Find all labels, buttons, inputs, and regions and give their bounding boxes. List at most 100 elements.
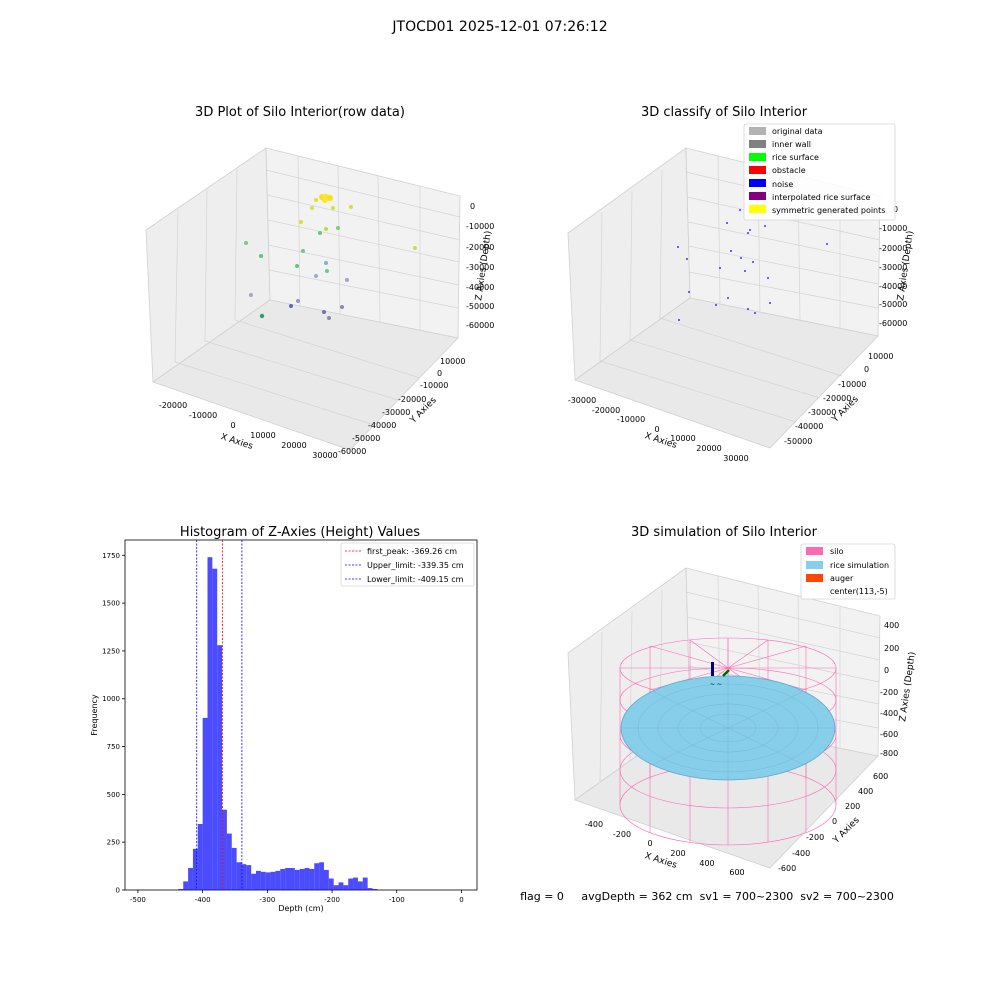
sim-z-ticks: 400 200 0 -200 -400 -600 -800: [880, 621, 899, 758]
histogram-ytick-label: 1750: [102, 552, 120, 560]
histogram-bar: [188, 868, 193, 890]
histogram-bar: [256, 870, 261, 890]
histogram-ytick-label: 500: [107, 791, 120, 799]
legend-swatch: [749, 179, 766, 187]
raw-ytick: -60000: [338, 447, 366, 456]
sim-ytick: 200: [845, 802, 860, 811]
raw-ytick: 0: [437, 369, 442, 378]
histogram-xtick-label: -200: [324, 896, 340, 904]
panel-classify-title: 3D classify of Silo Interior: [641, 105, 808, 120]
sim-x-ticks: -400 -200 0 200 400 600: [585, 820, 745, 877]
raw-ytick: -10000: [420, 381, 448, 390]
classify-ytick: -40000: [795, 422, 823, 431]
histogram-xtick-label: -300: [259, 896, 275, 904]
sim-ztick: 200: [884, 644, 899, 653]
sim-xtick: 200: [670, 849, 685, 858]
histogram-bar: [202, 717, 208, 890]
histogram-bar: [362, 877, 368, 890]
classify-xtick: 0: [654, 425, 659, 434]
sim-legend-box: [800, 543, 896, 600]
sim-xtick: -200: [613, 830, 631, 839]
histogram-xtick-label: -100: [389, 896, 405, 904]
panel-sim-3d: 3D simulation of Silo Interior: [520, 525, 918, 903]
raw-ztick: -30000: [466, 263, 494, 272]
classify-ztick: -20000: [879, 244, 907, 253]
raw-point: [325, 269, 329, 273]
classify-legend: original data inner wall rice surface ob…: [743, 123, 896, 221]
raw-xtick: 0: [230, 421, 235, 430]
classify-ztick: -30000: [879, 263, 907, 272]
histogram-bar: [275, 870, 281, 890]
legend-label: rice surface: [772, 153, 819, 162]
classify-ztick: 0: [893, 205, 898, 214]
classify-ytick: -20000: [823, 394, 851, 403]
histogram-ytick-label: 750: [107, 743, 120, 751]
histogram-bar: [197, 824, 203, 890]
sim-ztick: -800: [880, 749, 898, 758]
raw-point: [244, 241, 248, 245]
histogram-title: Histogram of Z-Axies (Height) Values: [180, 525, 420, 540]
raw-ytick: 10000: [440, 357, 465, 366]
histogram-xtick-label: 0: [459, 896, 463, 904]
histogram-ytick-label: 1250: [102, 647, 120, 655]
classify-z-ticks: 0 -10000 -20000 -30000 -40000 -50000 -60…: [879, 205, 907, 328]
histogram-ytick-label: 1000: [102, 695, 120, 703]
legend-swatch: [806, 547, 823, 555]
center-marker: [722, 669, 730, 677]
raw-point: [314, 198, 318, 202]
legend-swatch: [749, 166, 766, 174]
raw-point: [345, 278, 349, 282]
sim-z-label: Z Axies (Depth): [898, 651, 918, 722]
histogram-bar: [338, 882, 344, 890]
histogram-xtick-label: -400: [195, 896, 211, 904]
raw-point: [301, 249, 305, 253]
histogram-bar: [183, 881, 189, 890]
sim-xtick: 600: [729, 868, 744, 877]
legend-label: inner wall: [772, 140, 811, 149]
panel-raw-title: 3D Plot of Silo Interior(row data): [195, 105, 405, 120]
raw-ytick: -20000: [398, 395, 426, 404]
raw-point: [295, 264, 299, 268]
histogram-bar: [294, 869, 300, 890]
histogram-ytick-label: 1500: [102, 600, 120, 608]
classify-xtick: -30000: [568, 396, 596, 405]
histogram-vlines: [196, 540, 243, 890]
legend-label-peak: first_peak: -369.26 cm: [367, 547, 457, 556]
histogram-bar: [357, 881, 363, 890]
panel-raw-3d: 3D Plot of Silo Interior(row data) -2000…: [145, 105, 494, 460]
histogram-y-ticks: 0 250 500 750 1000 1250 1500 1750: [102, 552, 125, 895]
raw-ytick: -50000: [352, 434, 380, 443]
panel-classify-3d: 3D classify of Silo Interior: [567, 105, 916, 463]
raw-point: [314, 274, 318, 278]
histogram-bar: [246, 865, 252, 890]
raw-point: [259, 254, 263, 258]
classify-xtick: 10000: [670, 434, 695, 443]
histogram-bar: [251, 873, 257, 890]
histogram-bar: [304, 868, 310, 890]
histogram-bar: [265, 872, 271, 890]
sim-ytick: 0: [832, 817, 837, 826]
legend-label: symmetric generated points: [772, 206, 885, 215]
histogram-bar: [231, 847, 237, 890]
histogram-axes: [124, 539, 478, 891]
raw-ztick: -10000: [466, 222, 494, 231]
histogram-bar: [178, 889, 184, 890]
raw-point: [413, 246, 417, 250]
raw-xtick: 20000: [281, 441, 306, 450]
histogram-bar: [319, 862, 324, 890]
raw-ztick: -20000: [466, 243, 494, 252]
classify-ztick: -40000: [879, 282, 907, 291]
raw-ytick: -40000: [368, 421, 396, 430]
histogram-bar: [236, 862, 242, 890]
raw-xtick: 10000: [250, 431, 275, 440]
sim-ytick: -200: [806, 833, 824, 842]
classify-ytick: 10000: [868, 352, 893, 361]
histogram-bar: [192, 848, 198, 890]
legend-swatch: [749, 205, 766, 213]
auger-marker: [711, 662, 714, 676]
raw-xtick: -10000: [189, 411, 217, 420]
sim-ztick: 400: [884, 621, 899, 630]
classify-xtick: 20000: [696, 444, 721, 453]
histogram-bar: [270, 871, 276, 890]
histogram-bar: [309, 868, 315, 890]
